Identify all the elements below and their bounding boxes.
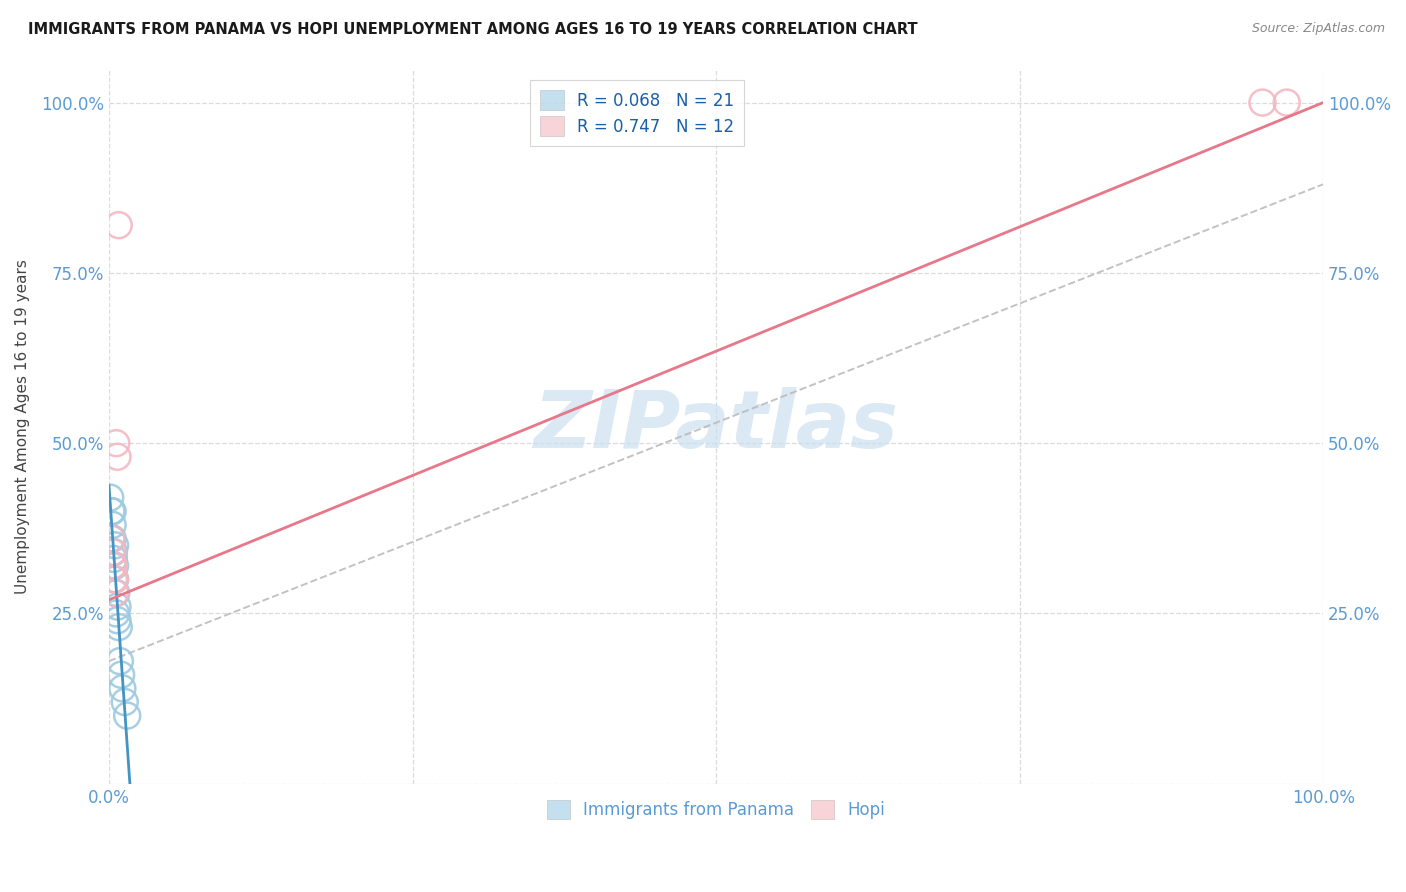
Point [101,504,124,518]
Point [104,573,127,587]
Point [107,613,129,627]
Point [1275,95,1298,110]
Point [105,607,128,621]
Point [104,538,127,552]
Point [103,558,125,573]
Point [107,620,129,634]
Y-axis label: Unemployment Among Ages 16 to 19 years: Unemployment Among Ages 16 to 19 years [15,259,30,593]
Point [107,599,129,614]
Point [1251,95,1274,110]
Point [100,504,122,518]
Text: ZIPatlas: ZIPatlas [533,387,898,465]
Point [110,667,132,681]
Point [107,450,129,464]
Point [104,558,127,573]
Point [100,532,122,546]
Point [105,586,128,600]
Point [103,552,125,566]
Text: IMMIGRANTS FROM PANAMA VS HOPI UNEMPLOYMENT AMONG AGES 16 TO 19 YEARS CORRELATIO: IMMIGRANTS FROM PANAMA VS HOPI UNEMPLOYM… [28,22,918,37]
Legend: Immigrants from Panama, Hopi: Immigrants from Panama, Hopi [540,793,891,825]
Point [101,532,124,546]
Point [105,436,128,450]
Point [104,586,127,600]
Point [100,532,122,546]
Point [115,708,138,723]
Point [101,517,124,532]
Point [108,654,131,668]
Point [101,558,124,573]
Point [103,573,125,587]
Point [114,695,136,709]
Point [107,218,129,232]
Point [111,681,134,696]
Point [104,573,127,587]
Text: Source: ZipAtlas.com: Source: ZipAtlas.com [1251,22,1385,36]
Point [103,545,125,559]
Point [98,491,121,505]
Point [101,545,124,559]
